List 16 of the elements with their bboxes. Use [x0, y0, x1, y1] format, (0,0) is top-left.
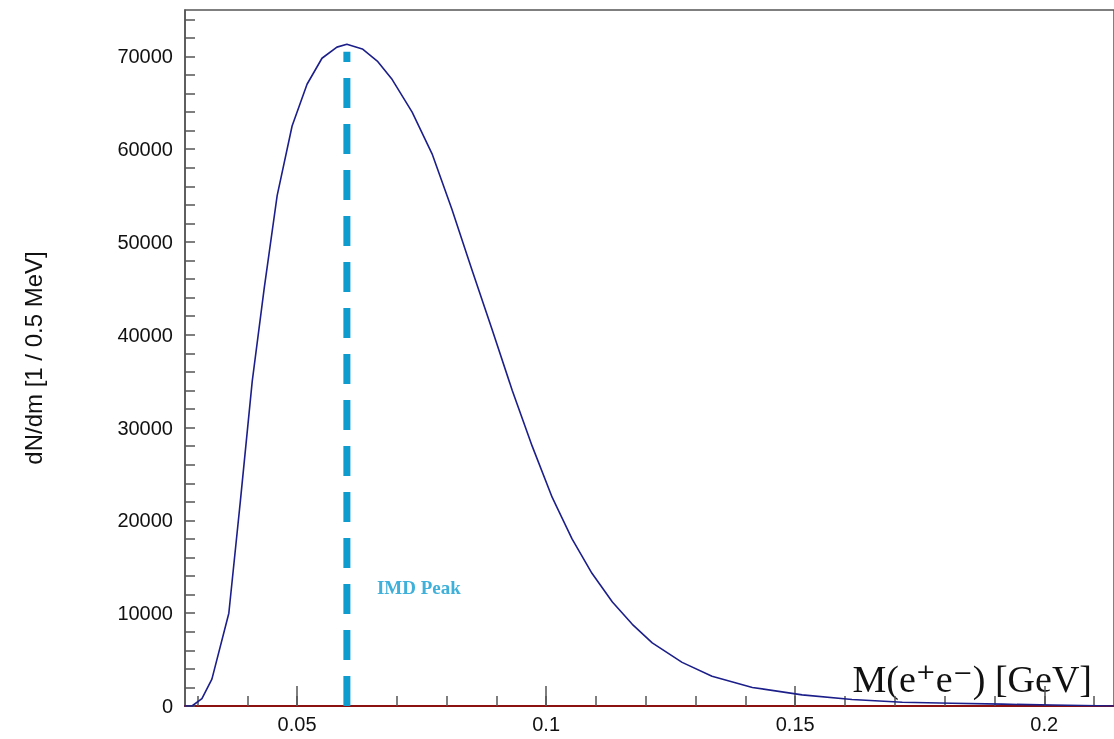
x-tick-label: 0.05: [277, 713, 317, 735]
x-tick-label: 0.2: [1030, 713, 1059, 735]
y-tick-label: 30000: [117, 416, 173, 439]
y-tick-label: 10000: [117, 602, 173, 625]
x-axis-title: M(e⁺e⁻) [GeV]: [852, 658, 1092, 701]
ref-line-label: IMD Peak: [376, 577, 462, 599]
x-tick-label: 0.1: [532, 713, 561, 735]
y-tick-label: 50000: [117, 231, 173, 253]
y-tick-label: 40000: [117, 323, 173, 346]
y-tick-label: 70000: [117, 45, 173, 68]
y-tick-label: 60000: [117, 138, 173, 161]
x-tick-label: 0.15: [775, 713, 815, 735]
y-axis-title: dN/dm [1 / 0.5 MeV]: [19, 251, 47, 465]
line-series: [184, 43, 1114, 707]
y-tick-label: 20000: [117, 509, 173, 532]
y-tick-label: 0: [161, 695, 173, 717]
